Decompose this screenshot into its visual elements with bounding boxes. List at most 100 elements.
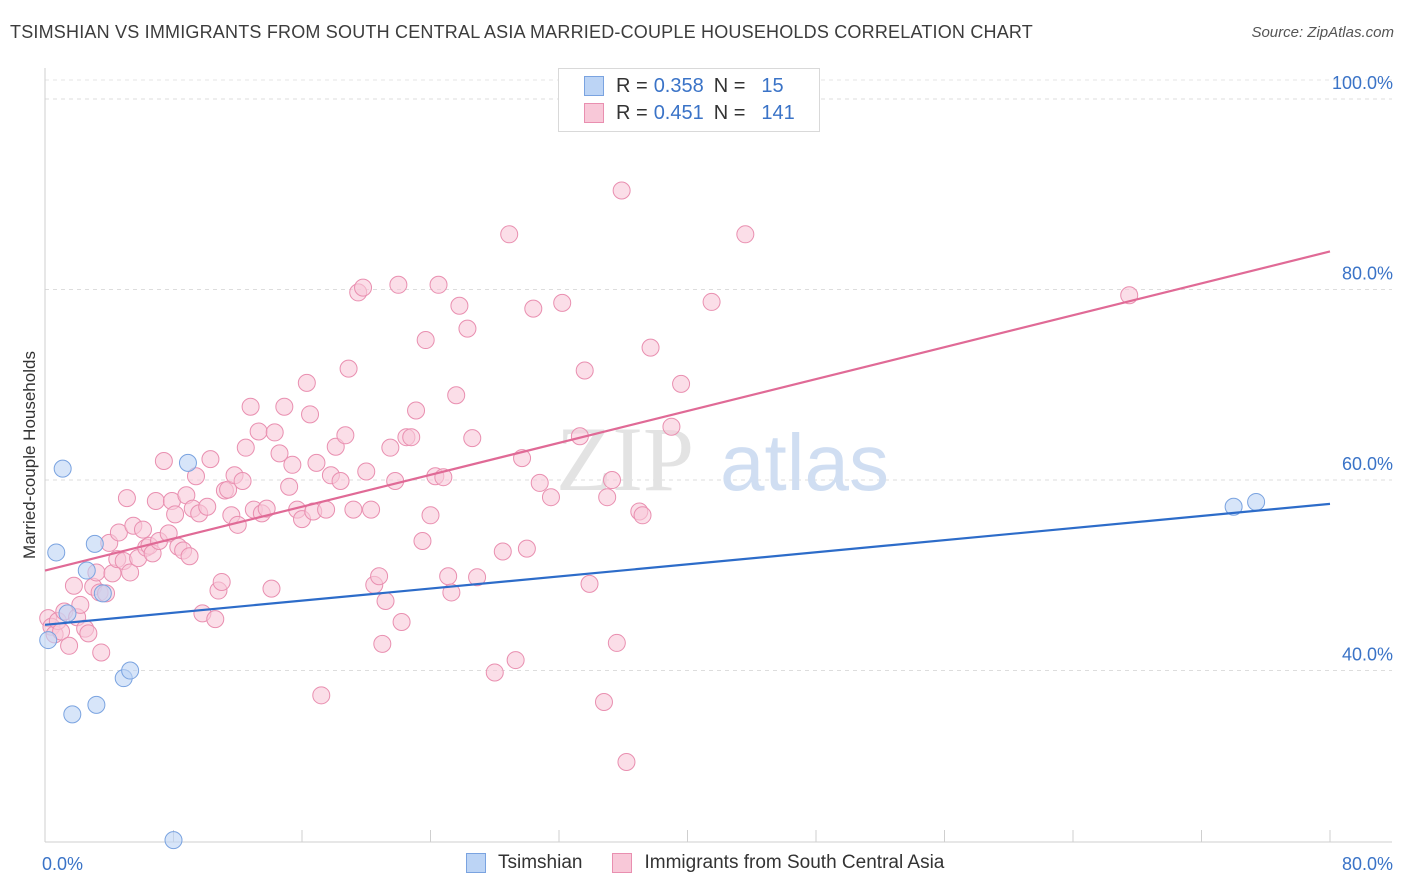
immigrants-point	[736, 225, 755, 244]
immigrants-point	[236, 438, 255, 457]
series-legend-immigrants: Immigrants from South Central Asia	[612, 852, 944, 874]
immigrants-point	[241, 397, 260, 416]
tsimshian-point	[47, 543, 66, 562]
legend-r-value: 0.358	[653, 74, 704, 97]
immigrants-point	[580, 574, 599, 593]
immigrants-point	[201, 450, 220, 469]
immigrants-point	[439, 567, 458, 586]
grid-lines	[45, 79, 1392, 672]
y-tick-label: 80.0%	[1342, 264, 1393, 284]
trend-lines	[44, 250, 1331, 626]
immigrants-point	[133, 520, 152, 539]
immigrants-point	[541, 488, 560, 507]
immigrants-point	[92, 643, 111, 662]
legend-row-immigrants: R = 0.451 N = 141	[584, 100, 795, 126]
correlation-legend: R = 0.358 N = 15 R = 0.451 N = 141	[558, 68, 820, 132]
immigrants-point	[450, 296, 469, 315]
immigrants-point	[312, 686, 331, 705]
y-tick-label: 60.0%	[1342, 454, 1393, 474]
immigrants-point	[607, 633, 626, 652]
tsimshian-trend-line	[44, 502, 1331, 626]
immigrants-point	[402, 428, 421, 447]
series-label-tsimshian: Tsimshian	[498, 852, 583, 873]
source-credit: Source: ZipAtlas.com	[1251, 24, 1394, 41]
immigrants-point	[442, 583, 461, 602]
tsimshian-point	[121, 661, 140, 680]
x-tick-label: 80.0%	[1342, 854, 1393, 874]
immigrants-point	[265, 423, 284, 442]
legend-swatch-immigrants	[584, 103, 604, 123]
immigrants-point	[500, 225, 519, 244]
legend-n-value: 15	[761, 74, 784, 97]
immigrants-point	[392, 612, 411, 631]
legend-n-value: 141	[761, 101, 795, 124]
legend-n-label: N =	[713, 74, 746, 97]
immigrants-point	[270, 444, 289, 463]
immigrants-point	[212, 572, 231, 591]
tsimshian-point	[39, 631, 58, 650]
immigrants-point	[617, 752, 636, 771]
immigrants-point	[447, 386, 466, 405]
immigrants-point	[331, 472, 350, 491]
immigrants-point	[344, 500, 363, 519]
immigrants-point	[389, 275, 408, 294]
immigrants-point	[524, 299, 543, 318]
immigrants-point	[702, 292, 721, 311]
immigrants-point	[354, 278, 373, 297]
immigrants-point	[517, 539, 536, 558]
immigrants-point	[275, 397, 294, 416]
immigrants-point	[381, 438, 400, 457]
immigrants-point	[257, 499, 276, 518]
tsimshian-point	[53, 459, 72, 478]
immigrants-point	[198, 497, 217, 516]
immigrants-point	[280, 477, 299, 496]
immigrants-point	[530, 473, 549, 492]
immigrants-trend-line	[44, 250, 1331, 572]
immigrants-point	[117, 489, 136, 508]
legend-r-value: 0.451	[653, 101, 704, 124]
immigrants-point	[154, 452, 173, 470]
immigrants-point	[339, 359, 358, 378]
immigrants-point	[672, 374, 691, 393]
tsimshian-point	[77, 561, 96, 580]
watermark-atlas: atlas	[720, 418, 889, 507]
series-swatch-immigrants	[612, 853, 633, 873]
tsimshian-point	[1224, 497, 1243, 516]
tsimshian-point	[93, 584, 112, 603]
immigrants-point	[493, 542, 512, 561]
immigrants-point	[79, 624, 98, 643]
immigrants-point	[362, 500, 381, 519]
legend-swatch-tsimshian	[584, 76, 604, 96]
immigrants-point	[336, 426, 355, 445]
immigrants-point	[166, 505, 185, 524]
immigrants-point	[463, 429, 482, 448]
immigrants-point	[297, 373, 316, 392]
x-tick-label: 0.0%	[42, 854, 83, 874]
immigrants-point	[429, 275, 448, 294]
tsimshian-point	[63, 705, 82, 724]
immigrants-point	[180, 547, 199, 566]
immigrants-point	[485, 663, 504, 682]
immigrants-point	[186, 467, 205, 486]
immigrants-point	[413, 532, 432, 551]
immigrants-point	[283, 455, 302, 474]
immigrants-point	[146, 492, 165, 511]
immigrants-point	[60, 636, 79, 655]
immigrants-point	[416, 331, 435, 350]
immigrants-point	[64, 576, 83, 595]
immigrants-point	[370, 567, 389, 586]
data-points	[39, 181, 1266, 850]
tsimshian-point	[58, 604, 77, 623]
immigrants-point	[262, 579, 281, 598]
immigrants-point	[206, 610, 225, 629]
tsimshian-point	[164, 831, 183, 850]
immigrants-point	[357, 462, 376, 481]
series-swatch-tsimshian	[466, 853, 486, 873]
watermark: ZIP atlas	[556, 408, 889, 510]
immigrants-point	[249, 422, 268, 441]
legend-row-tsimshian: R = 0.358 N = 15	[584, 73, 784, 99]
series-legend: Tsimshian Immigrants from South Central …	[466, 852, 974, 874]
immigrants-point	[594, 692, 613, 711]
immigrants-point	[71, 595, 90, 614]
